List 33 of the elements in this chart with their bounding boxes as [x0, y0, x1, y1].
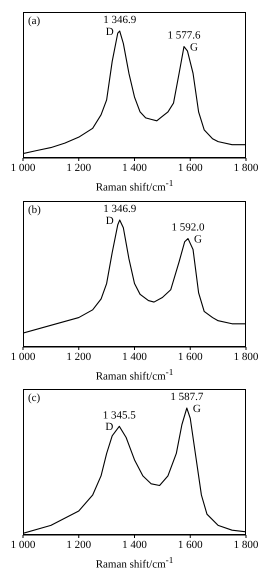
x-tick-label: 1 200	[66, 162, 92, 174]
annotation: D	[105, 422, 114, 434]
annotation: D	[106, 26, 114, 38]
chart-title: (a)	[28, 15, 40, 27]
annotation: 1 577.6	[168, 30, 202, 42]
x-tick-label: 1 200	[66, 350, 92, 362]
x-tick-label: 1 000	[10, 539, 36, 552]
x-tick-label: 1 800	[234, 539, 259, 552]
x-tick-label: 1 800	[234, 162, 259, 174]
annotation: 1 346.9	[103, 202, 137, 215]
x-tick-label: 1 600	[178, 350, 204, 362]
annotation: 1 345.5	[102, 410, 136, 422]
annotation: 1 346.9	[103, 14, 137, 26]
x-tick-label: 1 000	[10, 162, 36, 174]
x-axis-title: Raman shift/cm$^{-1}$	[94, 366, 174, 384]
x-tick-label: 1 400	[122, 539, 148, 552]
chart-title: (c)	[28, 392, 40, 404]
x-tick-label: 1 200	[66, 539, 92, 552]
x-tick-label: 1 400	[122, 162, 148, 174]
chart-title: (b)	[28, 204, 41, 216]
annotation: 1 587.7	[170, 391, 204, 404]
x-tick-label: 1 000	[10, 350, 36, 362]
x-axis-title: Raman shift/cm$^{-1}$	[94, 177, 174, 195]
annotation: D	[106, 214, 114, 227]
x-tick-label: 1 800	[234, 350, 259, 362]
annotation: G	[190, 41, 198, 54]
x-tick-label: 1 600	[178, 539, 204, 552]
x-tick-label: 1 600	[178, 162, 204, 174]
annotation: 1 592.0	[172, 221, 206, 234]
x-axis-title: Raman shift/cm$^{-1}$	[94, 554, 174, 572]
annotation: G	[192, 403, 201, 416]
x-tick-label: 1 400	[122, 350, 148, 362]
annotation: G	[194, 233, 202, 246]
